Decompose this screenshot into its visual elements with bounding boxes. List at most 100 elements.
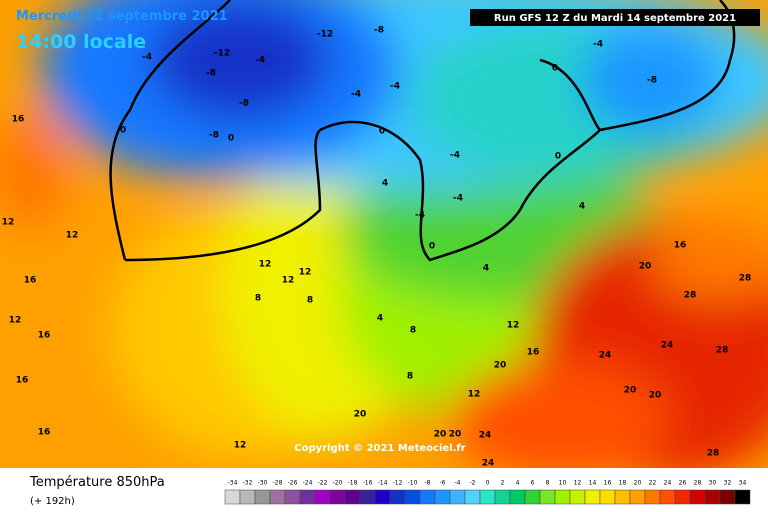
date-title: Mercredi 22 septembre 2021	[16, 9, 228, 24]
isotherm-label: 8	[410, 326, 416, 336]
isotherm-label: 16	[16, 376, 29, 386]
isotherm-label: 12	[299, 268, 312, 278]
scale-label: 14	[589, 480, 597, 487]
isotherm-label: 20	[354, 410, 367, 420]
isotherm-label: -4	[453, 194, 463, 204]
scale-swatch	[299, 489, 316, 505]
isotherm-label: -8	[374, 26, 384, 36]
isotherm-label: 12	[2, 218, 15, 228]
scale-label: 8	[546, 480, 550, 487]
isotherm-label: -4	[351, 90, 361, 100]
isotherm-label: 0	[228, 134, 234, 144]
scale-label: -8	[425, 480, 431, 487]
scale-label: 28	[694, 480, 702, 487]
isotherm-label: -4	[593, 40, 603, 50]
scale-label: -14	[378, 480, 388, 487]
isotherm-label: 16	[674, 241, 687, 251]
scale-swatch	[644, 489, 661, 505]
scale-swatch	[359, 489, 376, 505]
scale-swatch	[539, 489, 556, 505]
scale-label: -18	[348, 480, 358, 487]
scale-label: -12	[393, 480, 403, 487]
scale-label: -32	[243, 480, 253, 487]
scale-label: -28	[273, 480, 283, 487]
isotherm-label: 4	[382, 179, 388, 189]
isotherm-label: 16	[38, 331, 51, 341]
isotherm-label: 0	[429, 242, 435, 252]
color-scale: -34 -32 -30 -28 -26 -24 -22 -20 -18 -16 -14 -12 -10-…	[224, 480, 751, 505]
scale-swatch	[344, 489, 361, 505]
isotherm-label: -4	[450, 151, 460, 161]
scale-label: 22	[649, 480, 657, 487]
scale-label: 6	[531, 480, 535, 487]
scale-swatch	[509, 489, 526, 505]
scale-label: -2	[470, 480, 476, 487]
scale-label: -26	[288, 480, 298, 487]
scale-swatch	[269, 489, 286, 505]
footer-title: Température 850hPa	[29, 475, 165, 490]
scale-label: -34	[228, 480, 238, 487]
isotherm-label: 8	[307, 296, 313, 306]
zero-isotherm	[109, 0, 736, 262]
scale-swatch	[554, 489, 571, 505]
scale-swatch	[404, 489, 421, 505]
scale-label: -24	[303, 480, 313, 487]
scale-label: -22	[318, 480, 328, 487]
isotherm-label: -8	[647, 76, 657, 86]
isotherm-label: 20	[649, 391, 662, 401]
scale-label: -20	[333, 480, 343, 487]
isotherm-label: 20	[624, 386, 637, 396]
temperature-field	[0, 0, 768, 468]
isotherm-label: 16	[38, 428, 51, 438]
scale-swatch	[284, 489, 301, 505]
isotherm-label: 28	[716, 346, 729, 356]
scale-swatch	[419, 489, 436, 505]
time-title: 14:00 locale	[16, 31, 146, 53]
scale-label: -6	[440, 480, 446, 487]
isotherm-label: 20	[449, 430, 462, 440]
scale-label: 0	[486, 480, 490, 487]
isotherm-label: 0	[120, 126, 126, 136]
isotherm-label: 28	[739, 274, 752, 284]
scale-label: -10	[408, 480, 418, 487]
isotherm-label: 16	[12, 115, 25, 125]
scale-swatch	[614, 489, 631, 505]
scale-label: 26	[679, 480, 687, 487]
isotherm-label: 12	[259, 260, 272, 270]
isotherm-label: 20	[639, 262, 652, 272]
isotherm-label: -8	[206, 69, 216, 79]
isotherm-label: 4	[579, 202, 585, 212]
scale-swatch	[239, 489, 256, 505]
isotherm-label: 0	[555, 152, 561, 162]
scale-swatch	[224, 489, 241, 505]
scale-swatch	[449, 489, 466, 505]
scale-swatch	[329, 489, 346, 505]
isotherm-label: 16	[24, 276, 37, 286]
scale-swatch	[599, 489, 616, 505]
isotherm-label: 20	[434, 430, 447, 440]
isotherm-label: -4	[142, 53, 152, 63]
scale-swatch	[524, 489, 541, 505]
isotherm-label: -12	[214, 49, 230, 59]
scale-swatch	[434, 489, 451, 505]
scale-swatch	[674, 489, 691, 505]
isotherm-label: 4	[483, 264, 489, 274]
scale-swatch	[659, 489, 676, 505]
scale-label: 4	[516, 480, 520, 487]
isotherm-label: 24	[661, 341, 674, 351]
copyright: Copyright © 2021 Meteociel.fr	[294, 443, 465, 454]
scale-swatch	[719, 489, 736, 505]
scale-swatch	[689, 489, 706, 505]
scale-swatch	[494, 489, 511, 505]
scale-label: 34	[739, 480, 747, 487]
isotherm-label: 0	[552, 64, 558, 74]
isotherm-label: -4	[255, 56, 265, 66]
isotherm-label: -8	[239, 99, 249, 109]
scale-swatch	[584, 489, 601, 505]
scale-label: 2	[501, 480, 505, 487]
scale-swatch	[479, 489, 496, 505]
isotherm-label: 24	[479, 431, 492, 441]
scale-swatch	[374, 489, 391, 505]
scale-label: -30	[258, 480, 268, 487]
